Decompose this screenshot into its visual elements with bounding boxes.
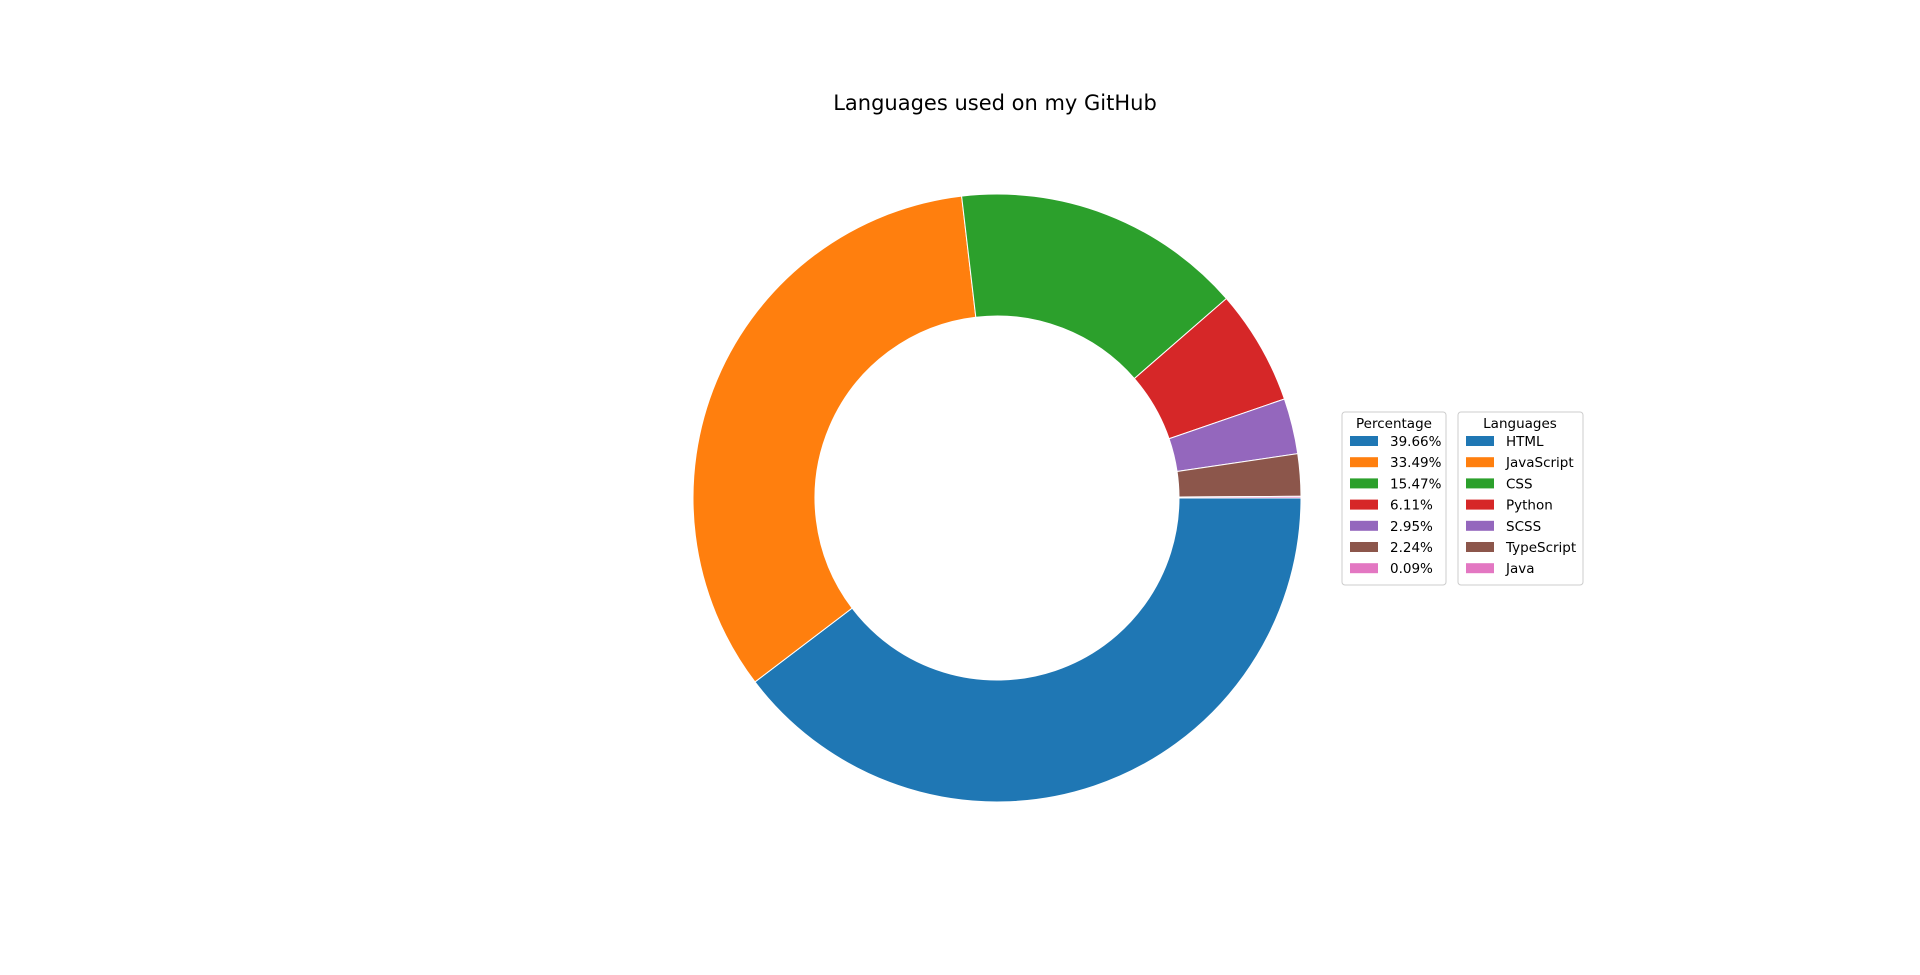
legend-percentage-items-label: 2.24% — [1390, 540, 1433, 556]
legend-percentage-items-swatch — [1350, 478, 1378, 489]
legend-languages-items-swatch — [1466, 542, 1494, 552]
slice-javascript — [692, 195, 977, 683]
slice-css — [961, 193, 1228, 380]
legend-languages-items-label: Python — [1506, 498, 1553, 514]
legend-percentage-items-label: 6.11% — [1390, 498, 1433, 514]
legend-languages-items-swatch — [1466, 520, 1494, 531]
legend-percentage-items-swatch — [1350, 457, 1378, 468]
slice-html — [754, 497, 1302, 803]
legend-languages-title: Languages — [1483, 416, 1557, 432]
legend-percentage-items-label: 2.95% — [1390, 519, 1433, 535]
legend-percentage-title: Percentage — [1356, 416, 1432, 432]
donut-slices — [692, 193, 1302, 803]
legend-languages-items-label: HTML — [1506, 434, 1544, 450]
legend-percentage-items-swatch — [1350, 499, 1378, 510]
legend-percentage-items-swatch — [1350, 436, 1378, 446]
legend-languages-items-label: JavaScript — [1505, 455, 1574, 471]
legend-languages-items-label: Java — [1505, 561, 1535, 577]
slice-java — [1178, 495, 1302, 499]
legend-percentage-items-label: 15.47% — [1390, 476, 1442, 492]
legend-percentage-box — [1341, 411, 1447, 586]
chart-title: Languages used on my GitHub — [833, 91, 1157, 115]
legend-languages: Languages HTML JavaScript CSS Python SCSS Typ… — [1457, 411, 1584, 586]
legend-languages-items-swatch — [1466, 457, 1494, 468]
legend-languages-items-swatch — [1466, 499, 1494, 510]
legend-languages-items-swatch — [1466, 436, 1494, 446]
legend-languages-items-swatch — [1466, 478, 1494, 489]
legend-languages-items-label: TypeScript — [1505, 540, 1576, 556]
legend-languages-box — [1457, 411, 1584, 586]
legend-percentage-items-swatch — [1350, 520, 1378, 531]
legend-languages-items-swatch — [1466, 563, 1494, 574]
legend-percentage-items-swatch — [1350, 542, 1378, 552]
legend-percentage-items-label: 39.66% — [1390, 434, 1442, 450]
legend-percentage-items-swatch — [1350, 563, 1378, 574]
legend-languages-items-label: SCSS — [1506, 519, 1541, 535]
legend-languages-items-label: CSS — [1506, 476, 1533, 492]
legend-percentage-items-label: 33.49% — [1390, 455, 1442, 471]
legend-percentage: Percentage 39.66% 33.49% 15.47% 6.11% 2.95% 2… — [1341, 411, 1447, 586]
legend-percentage-items-label: 0.09% — [1390, 561, 1433, 577]
